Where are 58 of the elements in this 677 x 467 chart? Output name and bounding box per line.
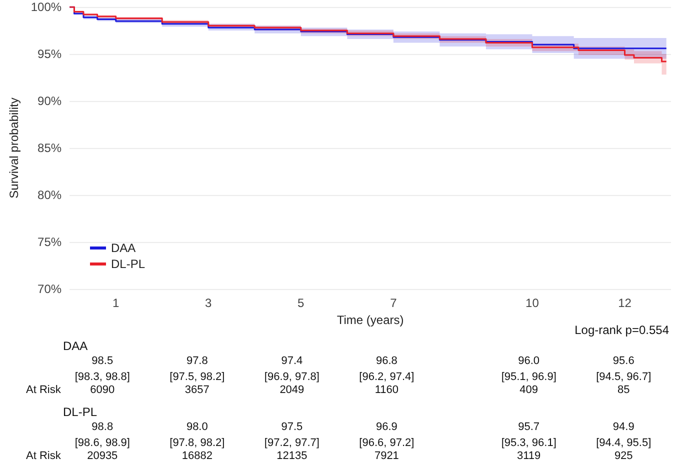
text: 16882 xyxy=(182,450,212,462)
x-tick-label: 12 xyxy=(618,296,632,310)
text: At Risk xyxy=(26,384,62,396)
y-tick-label: 70% xyxy=(38,282,62,296)
text: 409 xyxy=(520,384,538,396)
y-tick-label: 95% xyxy=(38,47,62,61)
y-tick-label: 90% xyxy=(38,94,62,108)
text: 95.7 xyxy=(518,421,540,433)
text: Log-rank p=0.554 xyxy=(574,323,670,337)
text: 20935 xyxy=(87,450,118,462)
text: 97.5 xyxy=(281,421,303,433)
text: [97.5, 98.2] xyxy=(170,371,225,383)
text: 96.8 xyxy=(376,355,398,367)
text: 97.4 xyxy=(281,355,303,367)
text: 94.9 xyxy=(612,421,634,433)
text: [95.1, 96.9] xyxy=(501,371,556,383)
text: [98.6, 98.9] xyxy=(74,437,130,449)
text: [95.3, 96.1] xyxy=(501,437,556,449)
text: 7921 xyxy=(374,450,399,462)
y-tick-label: 85% xyxy=(38,141,62,155)
text: 96.0 xyxy=(518,355,540,367)
x-tick-label: 5 xyxy=(298,296,305,310)
text: 6090 xyxy=(90,384,115,396)
text: 2049 xyxy=(280,384,304,396)
text: 98.5 xyxy=(92,355,114,367)
text: DAA xyxy=(63,339,88,353)
text: 925 xyxy=(614,450,633,462)
text: 1160 xyxy=(374,384,399,396)
legend-label: DL-PL xyxy=(111,257,146,271)
text: [94.5, 96.7] xyxy=(596,371,652,383)
y-tick-label: 100% xyxy=(30,0,62,14)
x-tick-label: 10 xyxy=(526,296,540,310)
x-axis-title: Time (years) xyxy=(336,312,404,327)
text: 12135 xyxy=(276,450,308,462)
text: [98.3, 98.8] xyxy=(74,371,130,383)
text: [96.6, 97.2] xyxy=(359,437,414,449)
y-tick-label: 75% xyxy=(38,235,62,249)
text: 96.9 xyxy=(376,421,398,433)
text: At Risk xyxy=(26,450,62,462)
text: 85 xyxy=(617,384,630,396)
text: [97.2, 97.7] xyxy=(264,437,320,449)
y-axis-title: Survival probability xyxy=(7,98,21,198)
x-tick-label: 3 xyxy=(205,296,212,310)
x-tick-label: 1 xyxy=(112,296,120,310)
text: 95.6 xyxy=(612,355,634,367)
text: [96.9, 97.8] xyxy=(264,371,320,383)
text: [97.8, 98.2] xyxy=(170,437,225,449)
text: DL-PL xyxy=(63,405,98,419)
text: 97.8 xyxy=(186,355,208,367)
text: [96.2, 97.4] xyxy=(359,371,414,383)
legend-label: DAA xyxy=(111,241,136,255)
text: 3657 xyxy=(184,384,210,396)
text: 98.8 xyxy=(92,421,114,433)
text: [94.4, 95.5] xyxy=(596,437,652,449)
text: 98.0 xyxy=(186,421,208,433)
y-tick-label: 80% xyxy=(38,188,62,202)
text: 3119 xyxy=(517,450,541,462)
x-tick-label: 7 xyxy=(390,296,398,310)
